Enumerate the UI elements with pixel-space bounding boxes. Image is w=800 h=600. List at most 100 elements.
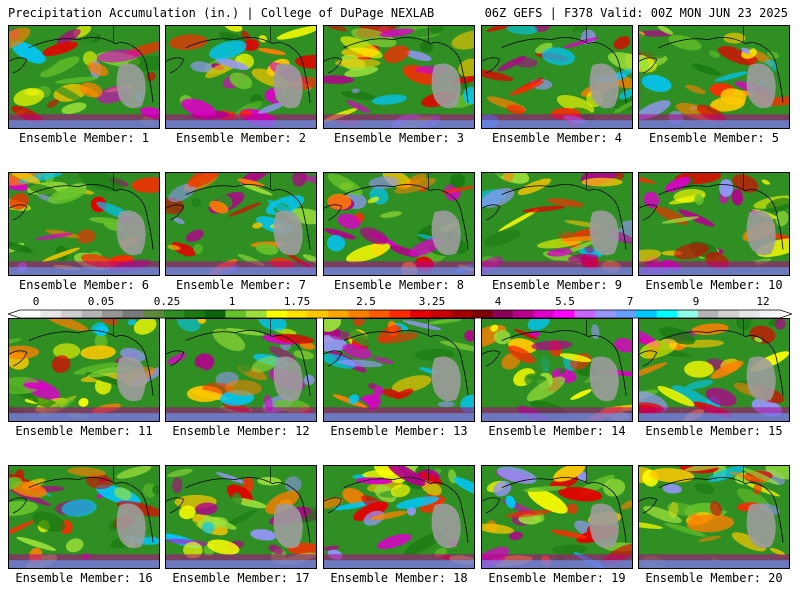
ensemble-member-label: Ensemble Member: 5 bbox=[648, 131, 780, 145]
scale-tick-label: 0.05 bbox=[87, 295, 115, 308]
scale-swatch bbox=[225, 310, 247, 318]
scale-swatch bbox=[471, 310, 493, 318]
scale-swatch bbox=[430, 310, 452, 318]
scale-swatch bbox=[102, 310, 123, 318]
precip-map bbox=[323, 465, 475, 569]
precip-map bbox=[481, 172, 633, 276]
precip-map bbox=[481, 465, 633, 569]
scale-swatch bbox=[122, 310, 144, 318]
scale-tick-label: 1.75 bbox=[283, 295, 311, 308]
map-title: Precipitation Accumulation (in.) | Colle… bbox=[8, 6, 435, 20]
ensemble-panel: Ensemble Member: 2 bbox=[165, 25, 317, 145]
precip-map bbox=[165, 172, 317, 276]
ensemble-panel: Ensemble Member: 8 bbox=[323, 172, 475, 292]
ensemble-panel: Ensemble Member: 15 bbox=[638, 318, 790, 438]
ensemble-panel: Ensemble Member: 12 bbox=[165, 318, 317, 438]
scale-swatch bbox=[184, 310, 206, 318]
ensemble-panel: Ensemble Member: 4 bbox=[481, 25, 633, 145]
scale-tick-label: 7 bbox=[626, 295, 634, 308]
ensemble-panel: Ensemble Member: 10 bbox=[638, 172, 790, 292]
scale-tick-label: 2.5 bbox=[356, 295, 376, 308]
scale-swatch bbox=[738, 310, 760, 318]
ensemble-member-label: Ensemble Member: 11 bbox=[15, 424, 153, 438]
ensemble-panel: Ensemble Member: 6 bbox=[8, 172, 160, 292]
precip-map bbox=[481, 25, 633, 129]
ensemble-panel: Ensemble Member: 3 bbox=[323, 25, 475, 145]
color-scale-labels: 0 0.05 0.25 1 1.75 2.5 3.25 4 5.5 7 9 12 bbox=[0, 296, 800, 310]
scale-swatch bbox=[266, 310, 288, 318]
scale-swatch bbox=[656, 310, 678, 318]
scale-swatch bbox=[307, 310, 329, 318]
scale-tick-label: 0 bbox=[32, 295, 40, 308]
precip-map bbox=[8, 25, 160, 129]
scale-swatch bbox=[697, 310, 719, 318]
scale-swatch bbox=[492, 310, 514, 318]
ensemble-member-label: Ensemble Member: 19 bbox=[488, 571, 626, 585]
scale-swatch bbox=[163, 310, 185, 318]
scale-swatch bbox=[389, 310, 411, 318]
scale-swatch bbox=[204, 310, 226, 318]
scale-swatch bbox=[677, 310, 699, 318]
scale-swatch bbox=[574, 310, 596, 318]
precip-map bbox=[481, 318, 633, 422]
scale-swatch bbox=[61, 310, 82, 318]
scale-swatch bbox=[81, 310, 103, 318]
ensemble-panel: Ensemble Member: 17 bbox=[165, 465, 317, 585]
scale-tick-label: 3.25 bbox=[418, 295, 446, 308]
ensemble-panel: Ensemble Member: 5 bbox=[638, 25, 790, 145]
precip-map bbox=[8, 465, 160, 569]
ensemble-member-label: Ensemble Member: 9 bbox=[491, 278, 623, 292]
precip-map bbox=[8, 318, 160, 422]
scale-swatch bbox=[759, 310, 781, 318]
ensemble-member-label: Ensemble Member: 4 bbox=[491, 131, 623, 145]
ensemble-member-label: Ensemble Member: 20 bbox=[645, 571, 783, 585]
scale-swatch bbox=[512, 310, 534, 318]
ensemble-member-label: Ensemble Member: 10 bbox=[645, 278, 783, 292]
ensemble-member-label: Ensemble Member: 2 bbox=[175, 131, 307, 145]
scale-swatch bbox=[533, 310, 555, 318]
ensemble-panel: Ensemble Member: 13 bbox=[323, 318, 475, 438]
precip-map bbox=[165, 465, 317, 569]
ensemble-member-label: Ensemble Member: 8 bbox=[333, 278, 465, 292]
ensemble-panel: Ensemble Member: 18 bbox=[323, 465, 475, 585]
precip-map bbox=[638, 172, 790, 276]
ensemble-member-label: Ensemble Member: 1 bbox=[18, 131, 150, 145]
scale-tick-label: 1 bbox=[228, 295, 236, 308]
scale-swatch bbox=[615, 310, 637, 318]
ensemble-panel: Ensemble Member: 19 bbox=[481, 465, 633, 585]
scale-swatch bbox=[245, 310, 267, 318]
scale-swatch bbox=[348, 310, 370, 318]
color-scale-bar bbox=[8, 309, 792, 319]
scale-outline bbox=[8, 309, 792, 319]
scale-swatch bbox=[451, 310, 473, 318]
ensemble-member-label: Ensemble Member: 3 bbox=[333, 131, 465, 145]
scale-swatch bbox=[554, 310, 575, 318]
ensemble-member-label: Ensemble Member: 17 bbox=[172, 571, 310, 585]
precip-map bbox=[8, 172, 160, 276]
ensemble-panel: Ensemble Member: 20 bbox=[638, 465, 790, 585]
scale-swatch bbox=[40, 310, 62, 318]
scale-tick-label: 9 bbox=[692, 295, 700, 308]
ensemble-member-label: Ensemble Member: 13 bbox=[330, 424, 468, 438]
ensemble-member-label: Ensemble Member: 16 bbox=[15, 571, 153, 585]
scale-swatch bbox=[287, 310, 308, 318]
scale-swatch bbox=[143, 310, 165, 318]
scale-swatch bbox=[595, 310, 616, 318]
scale-tick-label: 4 bbox=[494, 295, 502, 308]
ensemble-member-label: Ensemble Member: 6 bbox=[18, 278, 150, 292]
ensemble-member-label: Ensemble Member: 12 bbox=[172, 424, 310, 438]
precip-map bbox=[638, 465, 790, 569]
precip-map bbox=[323, 318, 475, 422]
ensemble-panel: Ensemble Member: 14 bbox=[481, 318, 633, 438]
precip-map bbox=[638, 318, 790, 422]
scale-swatch bbox=[328, 310, 349, 318]
ensemble-member-label: Ensemble Member: 18 bbox=[330, 571, 468, 585]
ensemble-member-label: Ensemble Member: 14 bbox=[488, 424, 626, 438]
ensemble-panel: Ensemble Member: 11 bbox=[8, 318, 160, 438]
scale-swatch bbox=[718, 310, 740, 318]
ensemble-panel: Ensemble Member: 1 bbox=[8, 25, 160, 145]
ensemble-panel: Ensemble Member: 9 bbox=[481, 172, 633, 292]
ensemble-member-label: Ensemble Member: 7 bbox=[175, 278, 307, 292]
scale-swatch bbox=[369, 310, 391, 318]
scale-swatch bbox=[20, 310, 41, 318]
